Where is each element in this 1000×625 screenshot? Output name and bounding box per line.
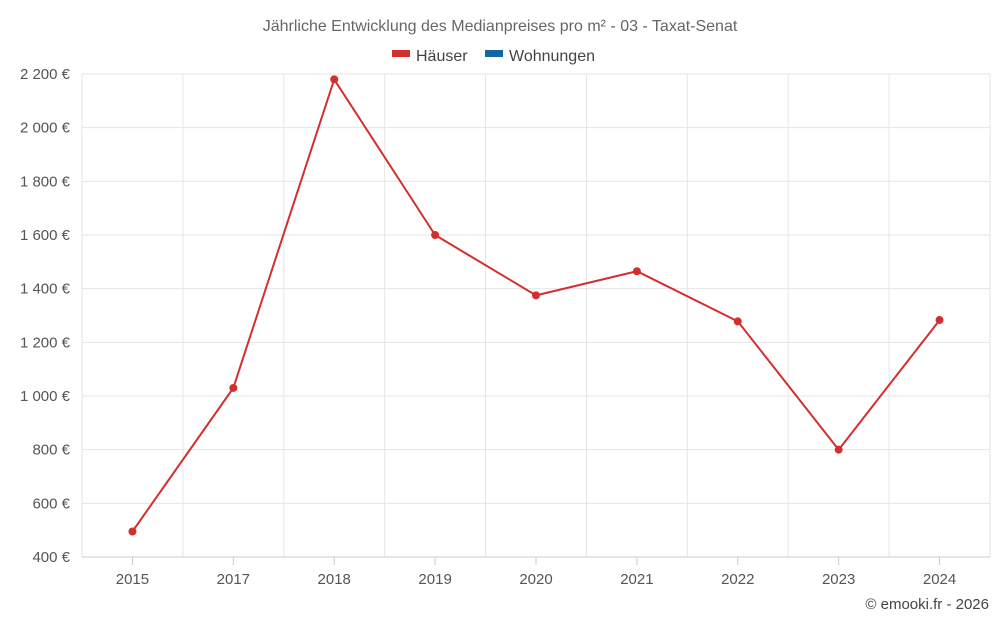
x-tick-label: 2024 [923, 571, 956, 588]
legend-label-wohnungen: Wohnungen [509, 48, 595, 65]
data-point-2023[interactable] [834, 445, 843, 454]
legend-label-haeuser: Häuser [416, 48, 468, 65]
y-tick-label: 800 € [32, 442, 70, 459]
legend-item-haeuser[interactable]: Häuser [392, 48, 468, 65]
x-tick-label: 2018 [318, 571, 351, 588]
data-point-2022[interactable] [733, 317, 742, 326]
series-line-haeuser [131, 78, 941, 533]
y-tick-label: 1 200 € [20, 334, 71, 351]
x-tick-label: 2019 [418, 571, 451, 588]
data-point-2024[interactable] [935, 316, 944, 325]
y-tick-label: 1 000 € [20, 388, 71, 405]
x-axis-labels: 2015 2017 2018 2019 2020 2021 2022 2023 2024 [116, 557, 956, 588]
legend-swatch-haeuser [392, 50, 410, 57]
y-tick-label: 1 400 € [20, 281, 71, 298]
data-point-2018[interactable] [330, 75, 339, 84]
grid [81, 73, 991, 557]
y-tick-label: 1 800 € [20, 173, 71, 190]
y-tick-label: 400 € [32, 549, 70, 566]
y-tick-label: 600 € [32, 495, 70, 512]
x-tick-label: 2022 [721, 571, 754, 588]
x-tick-label: 2017 [217, 571, 250, 588]
y-tick-label: 2 000 € [20, 120, 71, 137]
y-tick-label: 1 600 € [20, 227, 71, 244]
y-axis-labels: 400 € 600 € 800 € 1 000 € 1 200 € 1 400 € 1 60… [20, 66, 71, 566]
x-tick-label: 2023 [822, 571, 855, 588]
data-point-2017[interactable] [229, 383, 238, 392]
x-tick-label: 2020 [519, 571, 552, 588]
x-tick-label: 2015 [116, 571, 149, 588]
data-point-2019[interactable] [431, 231, 440, 239]
legend-item-wohnungen[interactable]: Wohnungen [485, 48, 595, 65]
series-haeuser [128, 75, 944, 536]
y-tick-label: 2 200 € [20, 66, 71, 83]
data-point-2015[interactable] [128, 527, 137, 536]
legend-swatch-wohnungen [485, 50, 503, 57]
data-point-2020[interactable] [532, 291, 540, 300]
legend: Häuser Wohnungen [392, 48, 595, 65]
x-tick-label: 2021 [620, 571, 653, 588]
chart-title: Jährliche Entwicklung des Medianpreises … [263, 18, 738, 35]
credit: © emooki.fr - 2026 [865, 596, 989, 613]
data-point-2021[interactable] [632, 267, 641, 276]
